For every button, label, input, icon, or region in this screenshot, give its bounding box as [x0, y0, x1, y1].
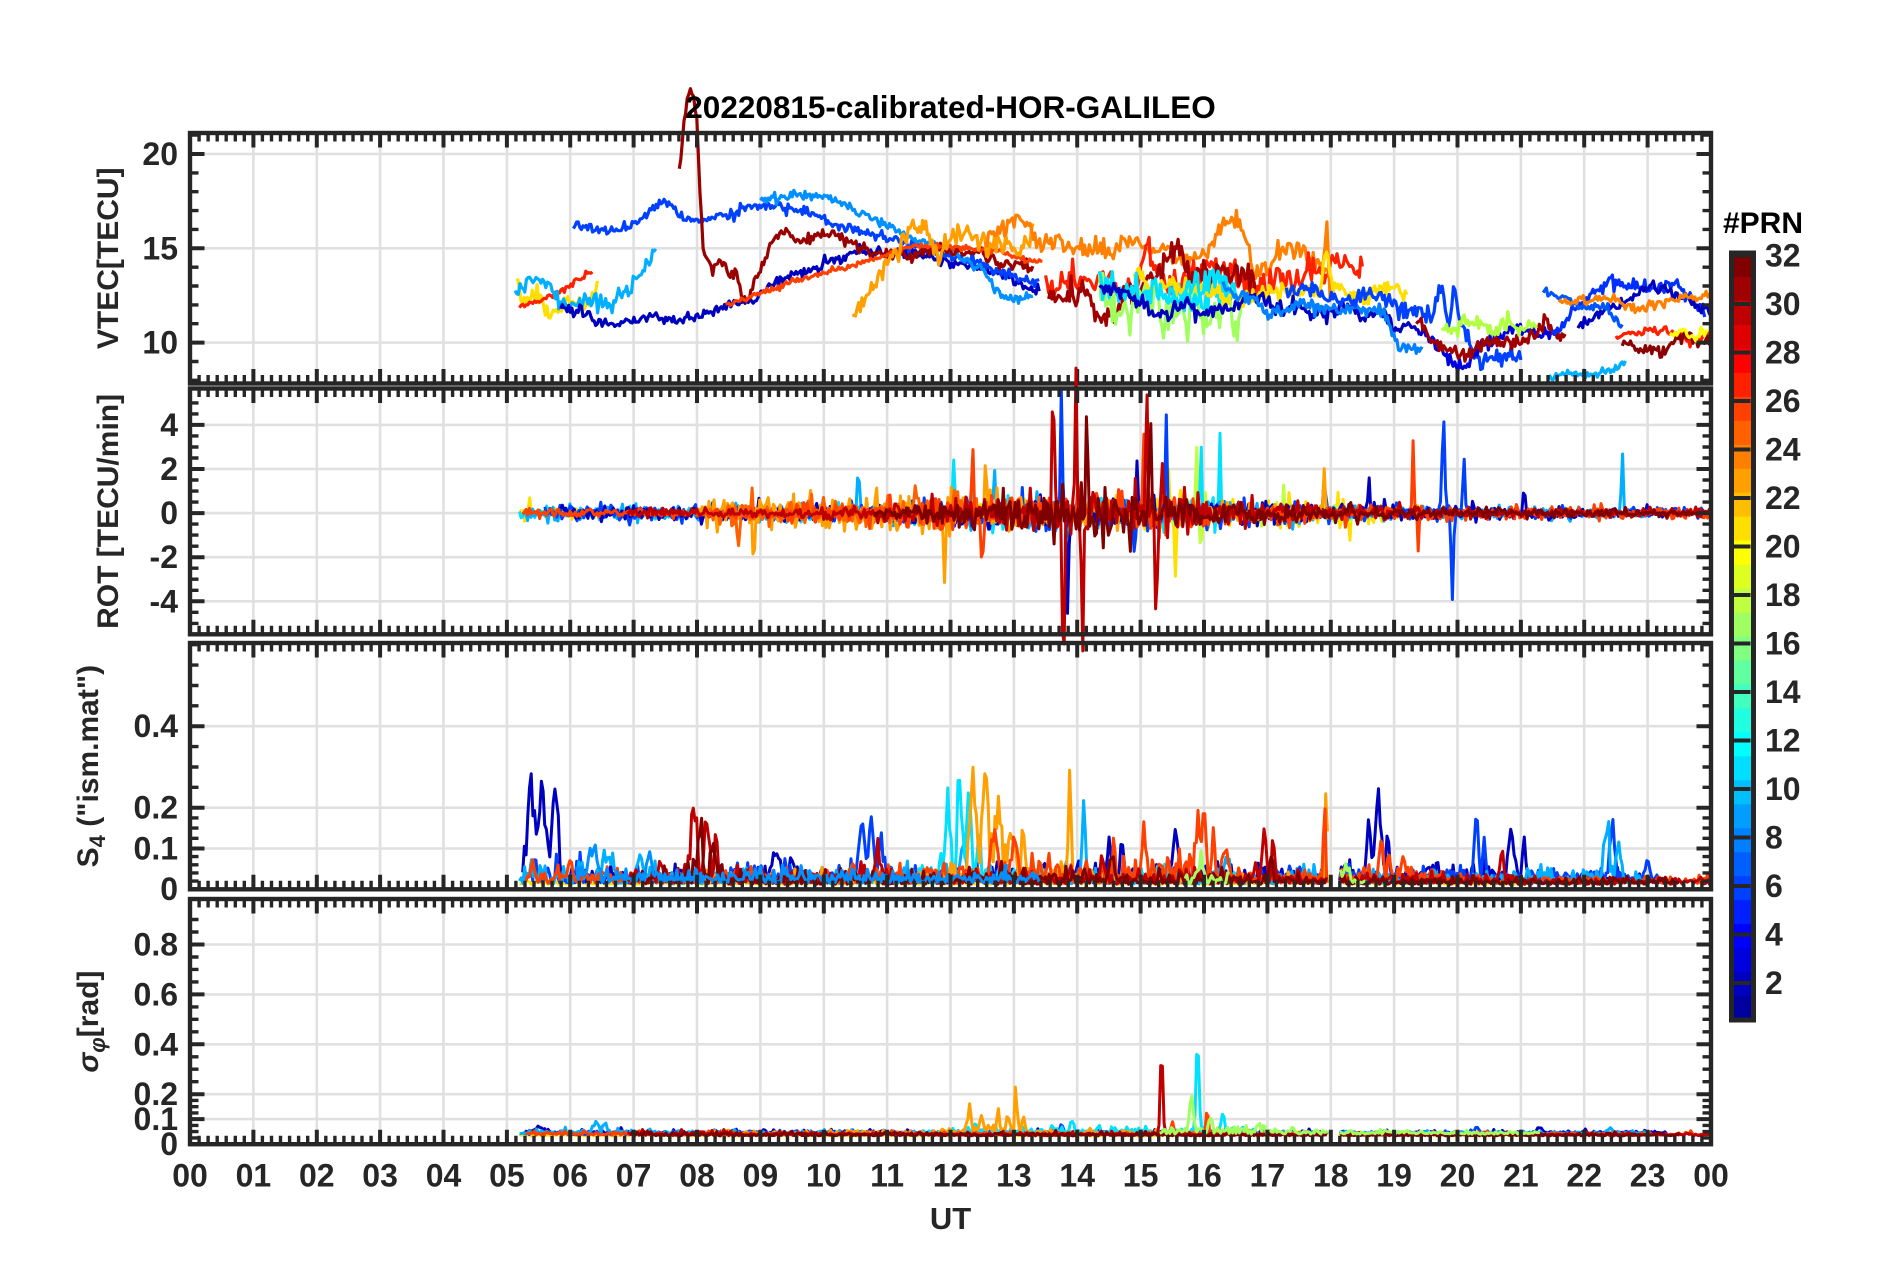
svg-text:2: 2: [1765, 965, 1783, 1001]
svg-text:18: 18: [1765, 577, 1801, 613]
svg-text:18: 18: [1313, 1158, 1349, 1194]
svg-text:0: 0: [160, 1126, 178, 1162]
svg-text:2: 2: [160, 451, 178, 487]
svg-text:0.4: 0.4: [134, 1026, 179, 1062]
svg-text:06: 06: [552, 1158, 588, 1194]
svg-text:14: 14: [1765, 674, 1801, 710]
svg-text:20: 20: [1765, 529, 1801, 565]
svg-text:0.1: 0.1: [134, 831, 178, 867]
svg-text:σφ[rad]: σφ[rad]: [72, 971, 110, 1073]
svg-text:20220815-calibrated-HOR-GALILE: 20220815-calibrated-HOR-GALILEO: [685, 89, 1215, 125]
svg-text:00: 00: [1693, 1158, 1729, 1194]
svg-text:03: 03: [362, 1158, 398, 1194]
svg-text:22: 22: [1566, 1158, 1602, 1194]
svg-text:00: 00: [172, 1158, 208, 1194]
svg-text:11: 11: [870, 1158, 904, 1194]
svg-text:02: 02: [299, 1158, 335, 1194]
svg-text:10: 10: [806, 1158, 842, 1194]
svg-text:12: 12: [1765, 723, 1801, 759]
svg-text:14: 14: [1059, 1158, 1095, 1194]
svg-text:0.2: 0.2: [134, 790, 178, 826]
svg-text:22: 22: [1765, 480, 1801, 516]
svg-text:20: 20: [142, 136, 178, 172]
svg-text:07: 07: [616, 1158, 652, 1194]
svg-text:0.4: 0.4: [134, 708, 179, 744]
svg-text:24: 24: [1765, 432, 1801, 468]
svg-text:23: 23: [1630, 1158, 1666, 1194]
svg-text:28: 28: [1765, 335, 1801, 371]
svg-text:26: 26: [1765, 383, 1801, 419]
svg-text:VTEC[TECU]: VTEC[TECU]: [92, 167, 125, 349]
svg-text:ROT [TECU/min]: ROT [TECU/min]: [92, 394, 125, 629]
svg-text:04: 04: [426, 1158, 462, 1194]
svg-text:4: 4: [1765, 917, 1783, 953]
svg-text:08: 08: [679, 1158, 715, 1194]
svg-text:-2: -2: [150, 539, 178, 575]
svg-text:UT: UT: [930, 1201, 971, 1236]
svg-text:0.6: 0.6: [134, 976, 178, 1012]
svg-text:0: 0: [160, 495, 178, 531]
svg-text:4: 4: [160, 407, 178, 443]
svg-text:19: 19: [1376, 1158, 1412, 1194]
svg-text:8: 8: [1765, 820, 1783, 856]
svg-text:10: 10: [1765, 771, 1801, 807]
svg-text:15: 15: [142, 230, 178, 266]
svg-text:17: 17: [1250, 1158, 1286, 1194]
svg-text:S4 ("ism.mat"): S4 ("ism.mat"): [72, 665, 110, 867]
svg-text:20: 20: [1440, 1158, 1476, 1194]
svg-text:01: 01: [236, 1158, 272, 1194]
svg-text:05: 05: [489, 1158, 525, 1194]
svg-text:-4: -4: [150, 583, 179, 619]
svg-text:09: 09: [743, 1158, 779, 1194]
svg-text:16: 16: [1186, 1158, 1222, 1194]
svg-text:21: 21: [1503, 1158, 1539, 1194]
svg-text:30: 30: [1765, 286, 1801, 322]
svg-text:0: 0: [160, 871, 178, 907]
svg-text:10: 10: [142, 325, 178, 361]
svg-text:0.2: 0.2: [134, 1076, 178, 1112]
svg-text:0.1: 0.1: [134, 1101, 178, 1137]
svg-text:32: 32: [1765, 238, 1801, 274]
svg-text:#PRN: #PRN: [1723, 207, 1803, 240]
svg-text:6: 6: [1765, 868, 1783, 904]
svg-text:12: 12: [933, 1158, 969, 1194]
svg-text:13: 13: [996, 1158, 1032, 1194]
svg-text:0.8: 0.8: [134, 927, 178, 963]
svg-text:16: 16: [1765, 626, 1801, 662]
svg-text:15: 15: [1123, 1158, 1159, 1194]
